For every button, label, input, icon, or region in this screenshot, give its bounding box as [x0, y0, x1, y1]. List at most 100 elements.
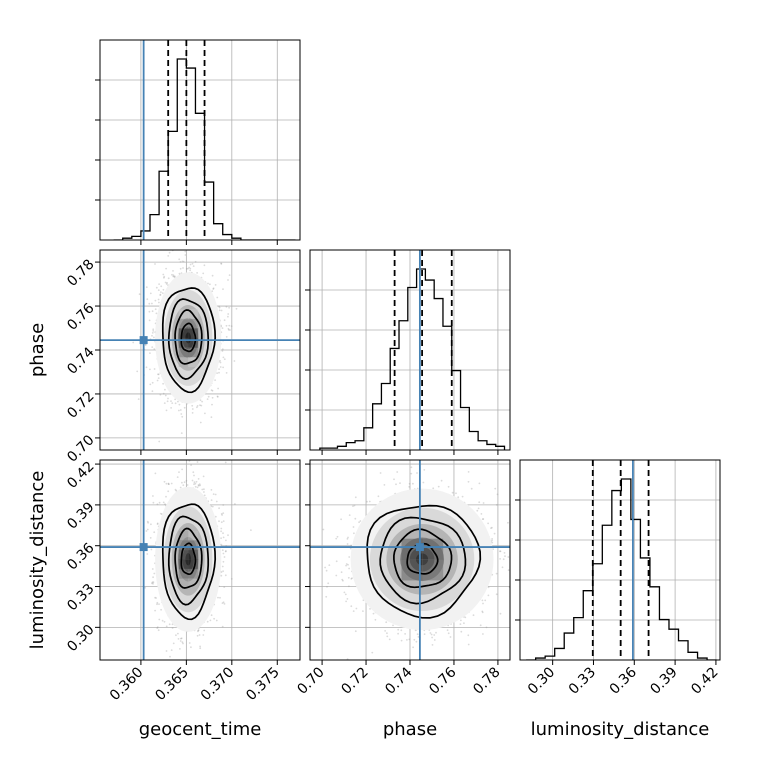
sample-point: [182, 484, 185, 487]
sample-point: [224, 574, 227, 577]
sample-point: [193, 673, 195, 675]
sample-point: [214, 493, 217, 496]
sample-point: [196, 634, 199, 637]
sample-point: [179, 640, 182, 642]
density-cell: [178, 337, 189, 348]
density-cell: [188, 328, 199, 339]
sample-point: [490, 527, 492, 529]
sample-point: [217, 596, 219, 599]
sample-point: [145, 530, 148, 532]
sample-point: [180, 432, 183, 434]
sample-point: [209, 619, 212, 622]
sample-point: [148, 319, 151, 322]
sample-point: [148, 310, 151, 313]
sample-point: [218, 306, 221, 309]
sample-point: [158, 618, 161, 621]
sample-point: [197, 629, 200, 632]
sample-point: [210, 614, 213, 617]
sample-point: [153, 336, 155, 339]
density-cell: [188, 559, 199, 570]
sample-point: [372, 612, 375, 615]
sample-point: [149, 383, 152, 386]
sample-point: [152, 576, 155, 579]
sample-point: [235, 307, 238, 310]
sample-point: [215, 619, 218, 622]
density-panel-phase-luminosity_distance: [305, 453, 511, 665]
contour-line: [167, 298, 210, 380]
sample-point: [170, 400, 172, 402]
sample-point: [165, 267, 168, 270]
density-cell: [178, 530, 189, 541]
sample-point: [172, 275, 175, 278]
sample-point: [149, 368, 151, 371]
sample-point: [220, 262, 223, 265]
sample-point: [170, 482, 173, 485]
density-cell: [178, 540, 189, 551]
sample-point: [186, 484, 189, 486]
sample-point: [165, 283, 168, 285]
sample-point: [165, 482, 168, 485]
sample-point: [424, 453, 426, 455]
sample-point: [221, 625, 224, 628]
sample-point: [158, 440, 161, 443]
sample-point: [211, 396, 214, 399]
sample-point: [191, 412, 194, 414]
sample-point: [162, 288, 165, 291]
sample-point: [174, 275, 176, 278]
sample-point: [228, 306, 231, 309]
sample-point: [222, 536, 225, 539]
sample-point: [167, 482, 170, 485]
sample-point: [160, 285, 163, 288]
sample-point: [171, 402, 174, 404]
sample-point: [196, 461, 199, 463]
sample-point: [147, 521, 150, 524]
sample-point: [222, 532, 224, 535]
truth-marker: [139, 543, 148, 552]
sample-point: [156, 522, 159, 525]
sample-point: [156, 627, 159, 629]
sample-point: [179, 267, 182, 270]
sample-point: [179, 648, 181, 650]
sample-point: [210, 499, 213, 501]
sample-point: [151, 381, 154, 384]
sample-point: [227, 327, 230, 330]
sample-point: [396, 471, 399, 473]
sample-point: [422, 481, 425, 484]
sample-point: [171, 627, 174, 629]
sample-point: [148, 302, 151, 305]
sample-point: [222, 560, 225, 563]
density-cell: [188, 347, 199, 358]
histogram-geocent_time: [113, 58, 296, 240]
sample-point: [157, 373, 160, 376]
sample-point: [222, 288, 224, 290]
sample-point: [157, 373, 159, 376]
sample-point: [199, 647, 202, 650]
sample-point: [155, 312, 158, 315]
sample-point: [233, 360, 236, 362]
sample-point: [178, 258, 181, 261]
sample-point: [193, 474, 195, 477]
sample-point: [168, 251, 171, 254]
sample-point: [150, 548, 153, 551]
sample-point: [132, 341, 135, 344]
sample-point: [203, 629, 206, 632]
sample-point: [189, 267, 192, 270]
sample-point: [431, 636, 433, 639]
sample-point: [198, 483, 201, 485]
sample-point: [163, 480, 166, 483]
sample-point: [157, 298, 160, 301]
sample-point: [156, 601, 159, 604]
sample-point: [192, 471, 195, 474]
sample-point: [228, 274, 231, 276]
sample-point: [479, 624, 482, 627]
contour-line: [161, 503, 217, 621]
sample-point: [220, 262, 223, 265]
contour-line: [167, 515, 210, 606]
sample-point: [211, 290, 214, 293]
sample-point: [211, 274, 214, 277]
sample-point: [157, 289, 160, 292]
sample-point: [158, 603, 160, 605]
sample-point: [201, 488, 204, 491]
density-cell: [178, 559, 189, 570]
sample-point: [194, 485, 197, 488]
